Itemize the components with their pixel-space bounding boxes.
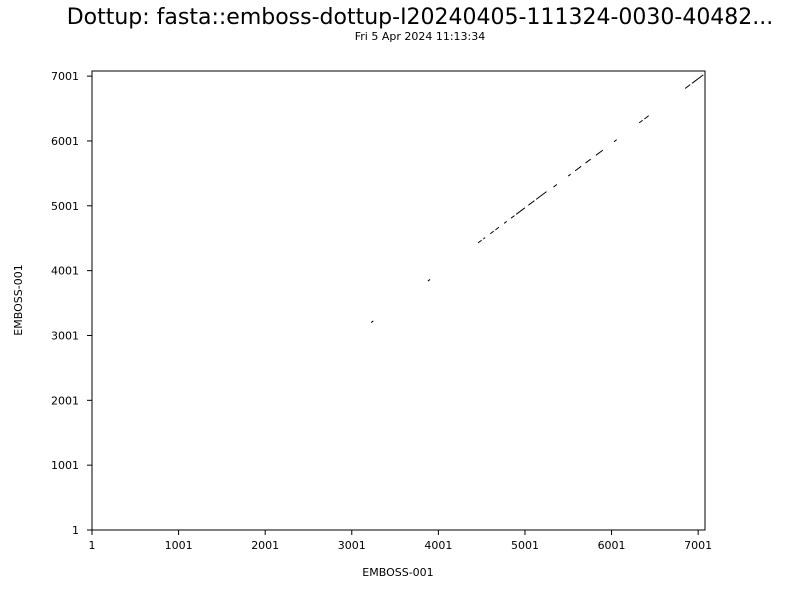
y-tick-label: 4001: [51, 265, 79, 278]
x-tick-label: 7001: [684, 539, 712, 552]
match-segment: [489, 230, 495, 235]
match-segment: [483, 237, 486, 240]
y-axis-label: EMBOSS-001: [12, 264, 25, 335]
match-segment: [503, 221, 507, 224]
match-segment: [495, 226, 500, 231]
match-segment: [567, 173, 572, 177]
match-segment: [613, 139, 617, 143]
match-segment: [595, 149, 604, 156]
match-segment: [644, 115, 650, 120]
match-segment: [691, 74, 704, 84]
match-segment: [638, 119, 643, 124]
x-tick-label: 1: [89, 539, 96, 552]
match-segment: [535, 191, 547, 200]
match-segment: [477, 239, 482, 244]
y-tick-label: 7001: [51, 70, 79, 83]
y-tick-label: 1001: [51, 459, 79, 472]
match-segment: [585, 158, 591, 164]
y-tick-label: 6001: [51, 135, 79, 148]
match-segment: [684, 84, 691, 89]
x-axis-label: EMBOSS-001: [362, 566, 433, 579]
match-segment: [370, 320, 374, 323]
match-segment: [510, 215, 515, 219]
x-tick-label: 2001: [251, 539, 279, 552]
x-axis: 1 1001 2001 3001 4001 5001 6001 7001: [89, 530, 712, 552]
dotplot-marks: [370, 74, 704, 323]
chart-subtitle: Fri 5 Apr 2024 11:13:34: [355, 30, 486, 43]
y-tick-label: 5001: [51, 200, 79, 213]
x-tick-label: 1001: [165, 539, 193, 552]
y-tick-label: 3001: [51, 329, 79, 342]
y-tick-label: 2001: [51, 394, 79, 407]
x-tick-label: 5001: [511, 539, 539, 552]
chart-title: Dottup: fasta::emboss-dottup-I20240405-1…: [67, 5, 774, 30]
match-segment: [574, 165, 582, 172]
match-segment: [515, 207, 526, 215]
y-tick-label: 1: [72, 524, 79, 537]
y-axis: 1 1001 2001 3001 4001 5001 6001 7001: [51, 70, 92, 537]
plot-frame: [91, 70, 706, 531]
x-tick-label: 4001: [424, 539, 452, 552]
x-tick-label: 3001: [338, 539, 366, 552]
match-segment: [553, 184, 558, 188]
match-segment: [427, 279, 431, 282]
x-tick-label: 6001: [598, 539, 626, 552]
match-segment: [528, 200, 535, 206]
